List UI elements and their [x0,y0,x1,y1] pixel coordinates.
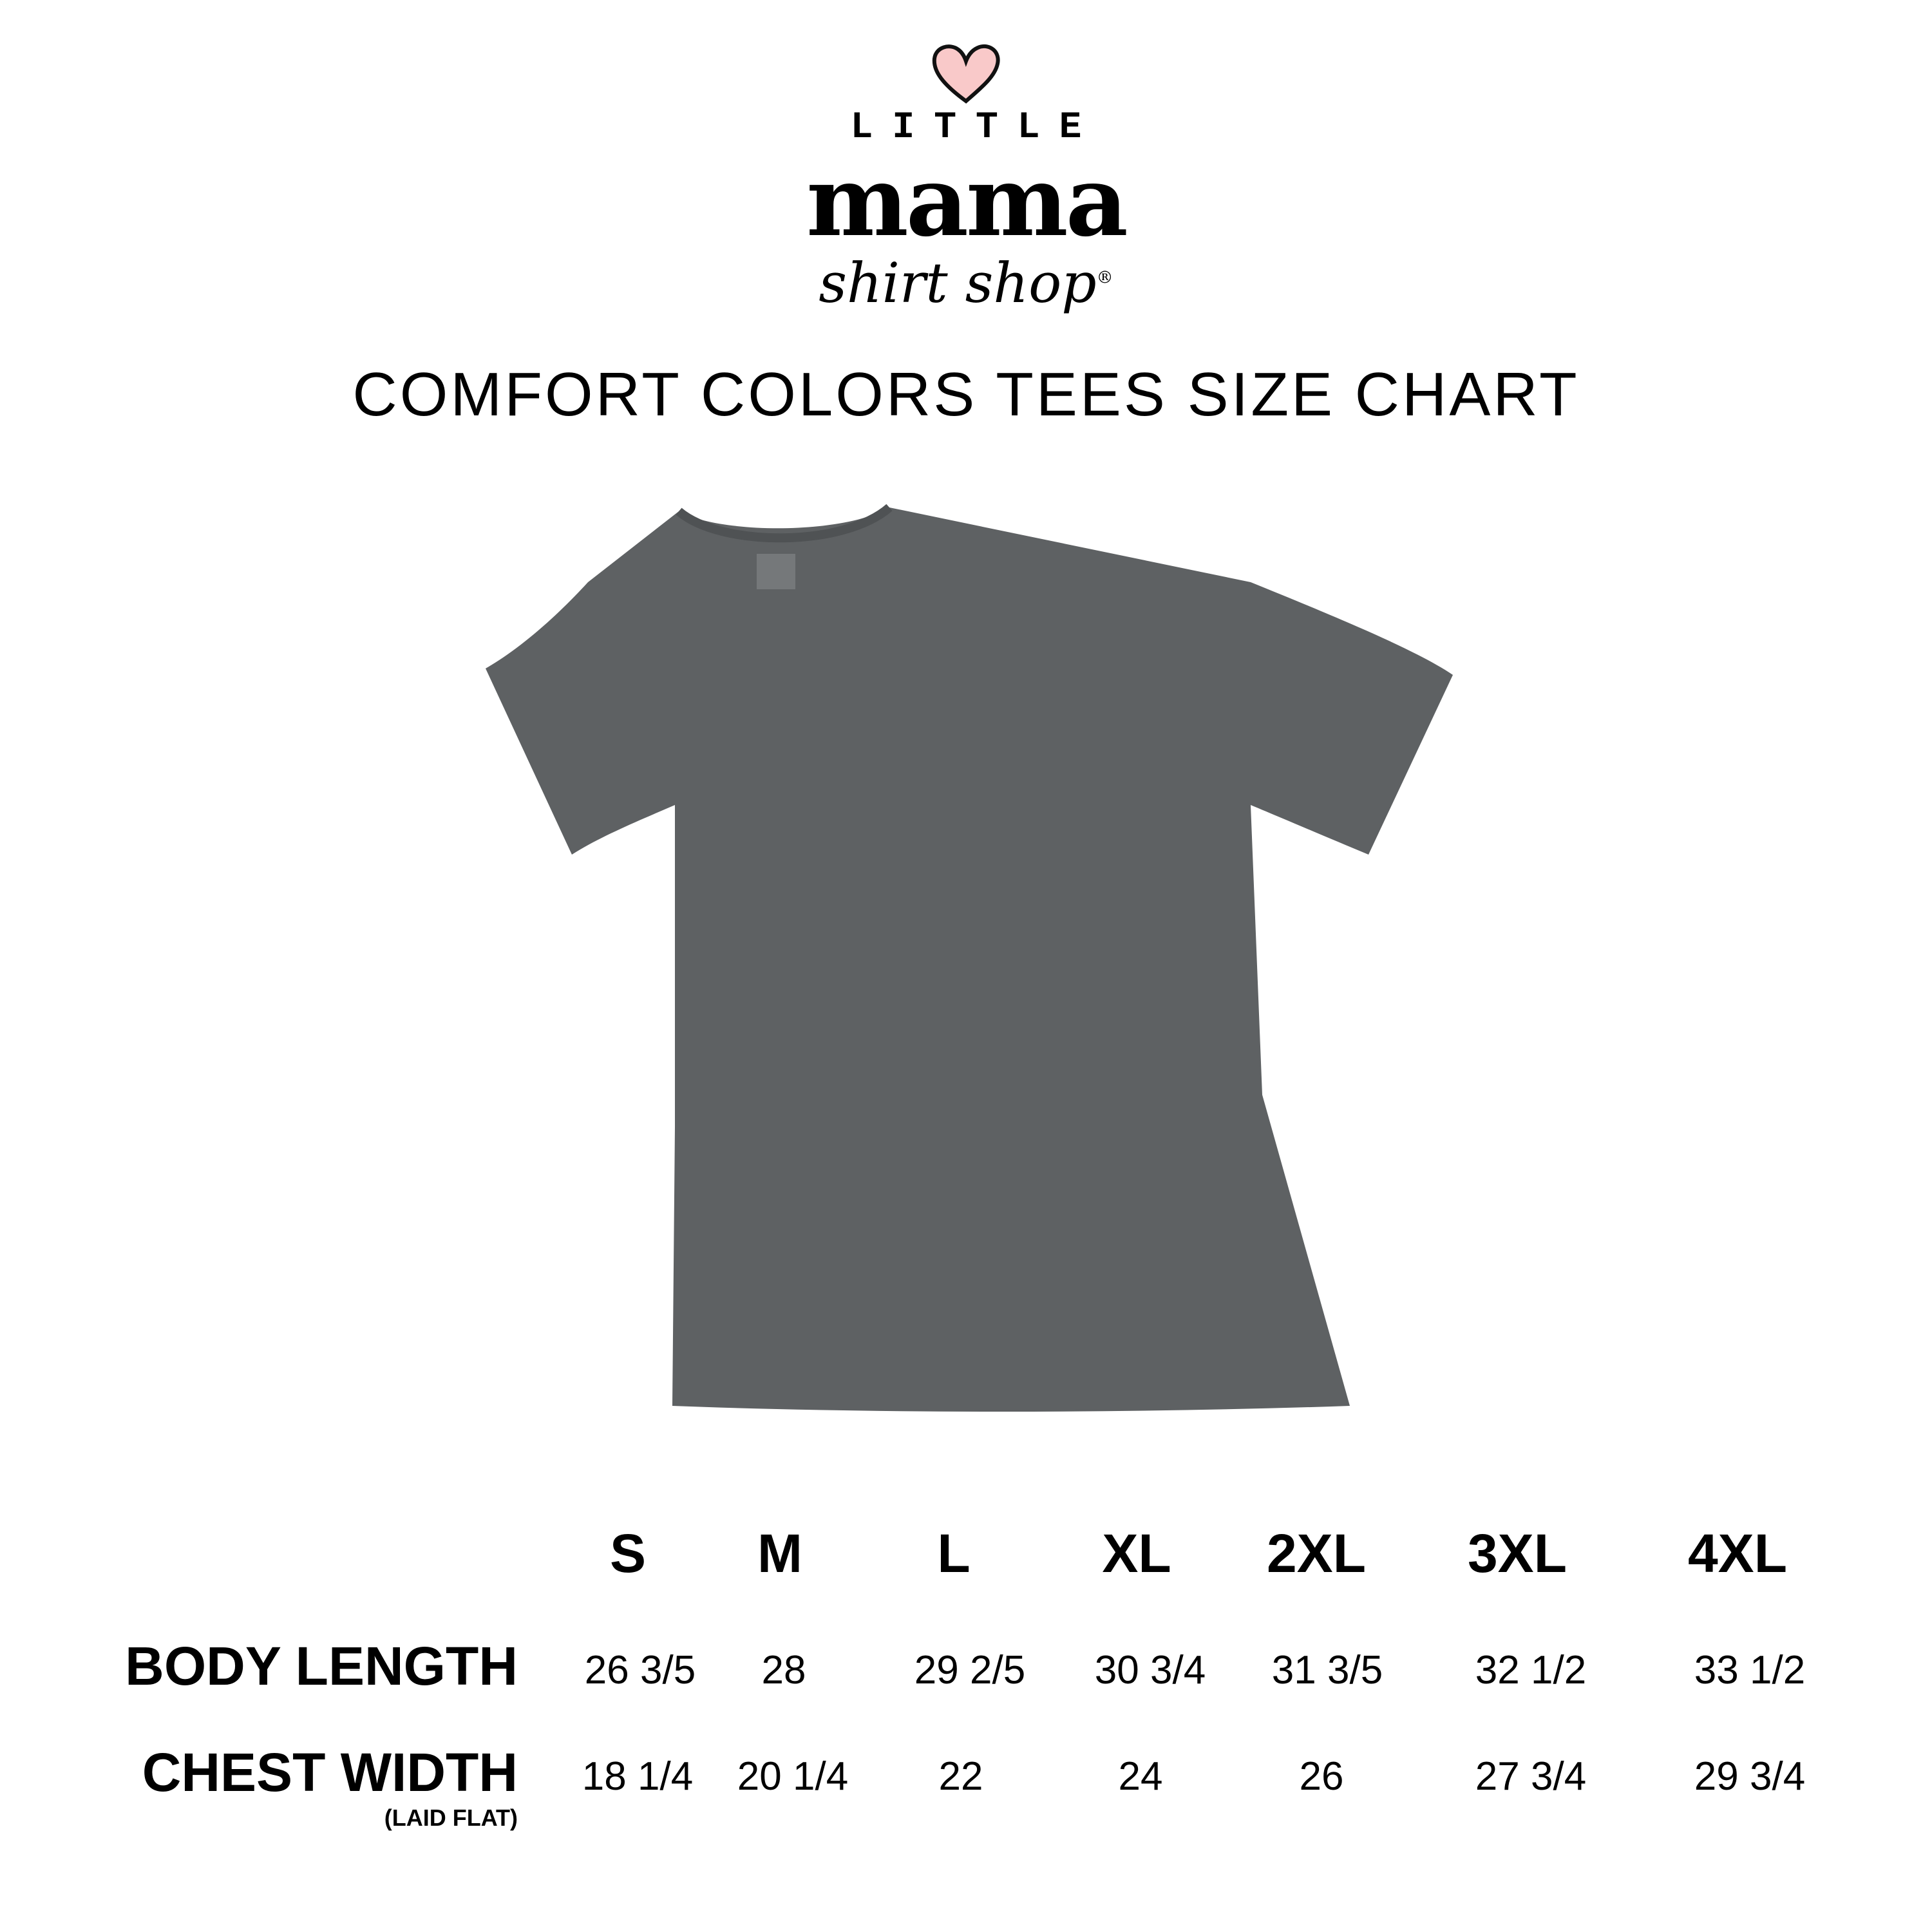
size-header-l: L [937,1523,971,1584]
registered-mark: ® [1096,268,1113,288]
size-header-s: S [609,1523,647,1584]
chest-width-3xl: 27 3/4 [1475,1754,1587,1799]
body-length-3xl: 32 1/2 [1475,1648,1587,1692]
size-header-2xl: 2XL [1266,1523,1367,1584]
chest-width-4xl: 29 3/4 [1694,1754,1806,1799]
chest-width-2xl: 26 [1299,1754,1344,1799]
body-length-m: 28 [761,1648,806,1692]
body-length-s: 26 3/5 [584,1648,696,1692]
logo-mama: mama [806,145,1128,258]
row-label-chest-width: CHEST WIDTH [142,1742,518,1803]
chest-width-s: 18 1/4 [582,1754,694,1799]
body-length-xl: 30 3/4 [1094,1648,1206,1692]
logo-little: LITTLE [850,107,1101,149]
chest-width-xl: 24 [1118,1754,1163,1799]
tshirt-shape [486,507,1453,1412]
tshirt-collar [676,504,893,543]
row-sublabel-laid-flat: (LAID FLAT) [384,1804,518,1831]
body-length-4xl: 33 1/2 [1694,1648,1806,1692]
chest-width-m: 20 1/4 [737,1754,849,1799]
logo-shirt-shop: shirt shop® [0,256,1932,314]
size-header-xl: XL [1102,1523,1171,1584]
logo-script-text: shirt shop [819,252,1097,316]
row-label-body-length: BODY LENGTH [125,1636,518,1696]
tshirt-label [757,554,795,589]
heart-icon [932,44,1000,104]
body-length-2xl: 31 3/5 [1271,1648,1383,1692]
size-header-m: M [757,1523,802,1584]
body-length-l: 29 2/5 [914,1648,1026,1692]
page-title: COMFORT COLORS TEES SIZE CHART [352,360,1580,429]
chest-width-l: 22 [938,1754,983,1799]
size-header-3xl: 3XL [1467,1523,1567,1584]
size-header-4xl: 4XL [1687,1523,1788,1584]
